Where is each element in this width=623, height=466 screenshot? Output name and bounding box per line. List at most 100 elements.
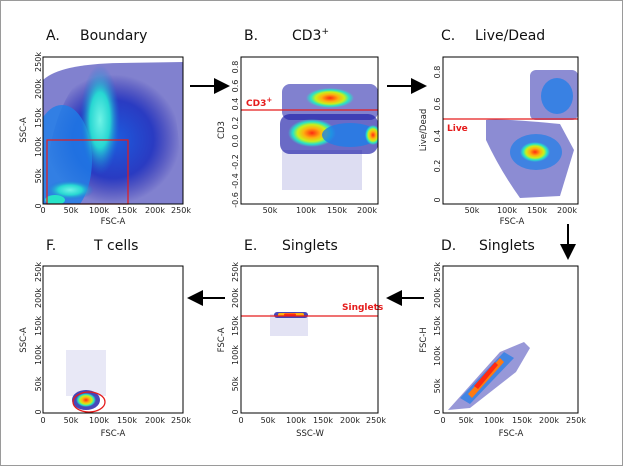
tick-label: 150k	[527, 206, 547, 215]
tick-label: 0	[433, 409, 442, 414]
panel-b-xticks: 50k 100k 150k 200k	[263, 206, 378, 215]
panel-f-axes-frame	[42, 265, 184, 414]
tick-label: 0	[40, 416, 45, 425]
panel-d-xticks: 0 50k 100k 150k 200k 250k	[440, 416, 586, 425]
tick-label: 100k	[34, 345, 43, 365]
tick-label: 0	[238, 416, 243, 425]
panel-d-ylabel: FSC-H	[419, 327, 429, 353]
panel-c-letter: C.	[441, 28, 455, 44]
tick-label: 250k	[433, 262, 442, 282]
tick-label: 0	[40, 206, 45, 215]
panel-e-gate-label: Singlets	[342, 303, 383, 313]
tick-label: 250k	[366, 416, 386, 425]
tick-label: -0.6	[231, 192, 240, 208]
tick-label: 0	[34, 203, 43, 208]
panel-f-tcell-gate	[72, 391, 106, 413]
panel-a-axes-frame	[42, 56, 184, 205]
panel-f-xlabel: FSC-A	[101, 429, 126, 439]
panel-b-title-sup: +	[321, 27, 329, 37]
panel-f-letter: F.	[46, 238, 56, 254]
tick-label: 50k	[34, 168, 43, 183]
panel-c-xlabel: FSC-A	[500, 217, 525, 227]
panel-a-yticks: 0 50k 100k 150k 200k 250k	[34, 52, 43, 209]
panel-f-xticks: 0 50k 100k 150k 200k 250k	[40, 416, 191, 425]
panel-f-yticks: 0 50k 100k 150k 200k 250k	[34, 262, 43, 415]
tick-label: 0	[440, 416, 445, 425]
tick-label: 150k	[327, 206, 347, 215]
tick-label: 100k	[296, 206, 316, 215]
tick-label: 200k	[340, 416, 360, 425]
flow-arrows	[187, 78, 576, 306]
tick-label: 0	[433, 197, 442, 202]
panel-d-yticks: 0 50k 100k 150k 200k 250k	[433, 262, 442, 415]
panel-d: D. Singlets 0 50k 100k 150k 200k 250k 0 …	[419, 238, 586, 439]
panel-e-xticks: 0 50k 100k 150k 200k 250k	[238, 416, 386, 425]
tick-label: 150k	[512, 416, 532, 425]
panel-d-axes-frame	[442, 265, 579, 414]
tick-label: 50k	[231, 376, 240, 391]
panel-c-ylabel: Live/Dead	[419, 109, 429, 152]
panel-b-letter: B.	[244, 28, 258, 44]
panel-e-ylabel: FSC-A	[217, 327, 227, 352]
panel-e-xlabel: SSC-W	[296, 429, 324, 439]
tick-label: 200k	[539, 416, 559, 425]
tick-label: 50k	[433, 378, 442, 393]
tick-label: 50k	[64, 416, 79, 425]
tick-label: 50k	[261, 416, 276, 425]
panel-d-xlabel: FSC-A	[499, 429, 524, 439]
panel-f: F. T cells 0 50k 100k 150k 200k 250k 0 5…	[19, 238, 191, 439]
tick-label: 50k	[459, 416, 474, 425]
panel-e-letter: E.	[244, 238, 257, 254]
tick-label: 200k	[433, 288, 442, 308]
panel-a-ylabel: SSC-A	[19, 117, 29, 143]
tick-label: 0.8	[433, 66, 442, 79]
panel-e-axes-frame	[240, 265, 379, 414]
tick-label: 250k	[231, 262, 240, 282]
panel-a-xticks: 0 50k 100k 150k 200k 250k	[40, 206, 191, 215]
panel-c-density-plot	[486, 70, 578, 198]
tick-label: 150k	[34, 316, 43, 336]
panel-f-title: T cells	[93, 238, 138, 254]
panel-b-title-text: CD3	[292, 28, 321, 44]
tick-label: 0	[34, 409, 43, 414]
panel-b-gate-text: CD3	[246, 99, 266, 109]
tick-label: 150k	[231, 316, 240, 336]
tick-label: 0.0	[231, 135, 240, 148]
tick-label: 150k	[433, 316, 442, 336]
tick-label: 0.2	[231, 117, 240, 130]
tick-label: 50k	[34, 376, 43, 391]
tick-label: 200k	[231, 288, 240, 308]
panel-c-xticks: 50k 100k 150k 200k	[465, 206, 578, 215]
tick-label: -0.2	[231, 154, 240, 170]
tick-label: 100k	[34, 137, 43, 157]
tick-label: 100k	[89, 206, 109, 215]
tick-label: 250k	[171, 416, 191, 425]
tick-label: 100k	[286, 416, 306, 425]
panel-a-letter: A.	[46, 28, 60, 44]
tick-label: 200k	[145, 206, 165, 215]
panel-f-ylabel: SSC-A	[19, 327, 29, 353]
panel-b: B. CD3+ CD3+ 50k 100k 150k 200k	[217, 27, 379, 215]
panel-c-title: Live/Dead	[475, 28, 545, 44]
panel-b-gate-sup: +	[266, 96, 272, 104]
tick-label: -0.4	[231, 173, 240, 189]
tick-label: 50k	[263, 206, 278, 215]
panel-d-letter: D.	[441, 238, 456, 254]
panel-a-density-plot	[43, 62, 183, 204]
panel-b-gate-label: CD3+	[246, 96, 272, 109]
panel-b-axes-frame	[240, 56, 379, 205]
tick-label: 250k	[34, 52, 43, 72]
tick-label: 0.4	[231, 98, 240, 111]
panel-b-ylabel: CD3	[217, 121, 227, 139]
tick-label: 150k	[117, 206, 137, 215]
panel-b-title: CD3+	[292, 27, 329, 44]
tick-label: 100k	[433, 346, 442, 366]
tick-label: 200k	[145, 416, 165, 425]
tick-label: 200k	[34, 288, 43, 308]
panel-b-density-plot	[280, 84, 378, 190]
tick-label: 0.8	[231, 61, 240, 74]
tick-label: 0	[231, 409, 240, 414]
panel-d-title: Singlets	[479, 238, 535, 254]
tick-label: 150k	[34, 108, 43, 128]
